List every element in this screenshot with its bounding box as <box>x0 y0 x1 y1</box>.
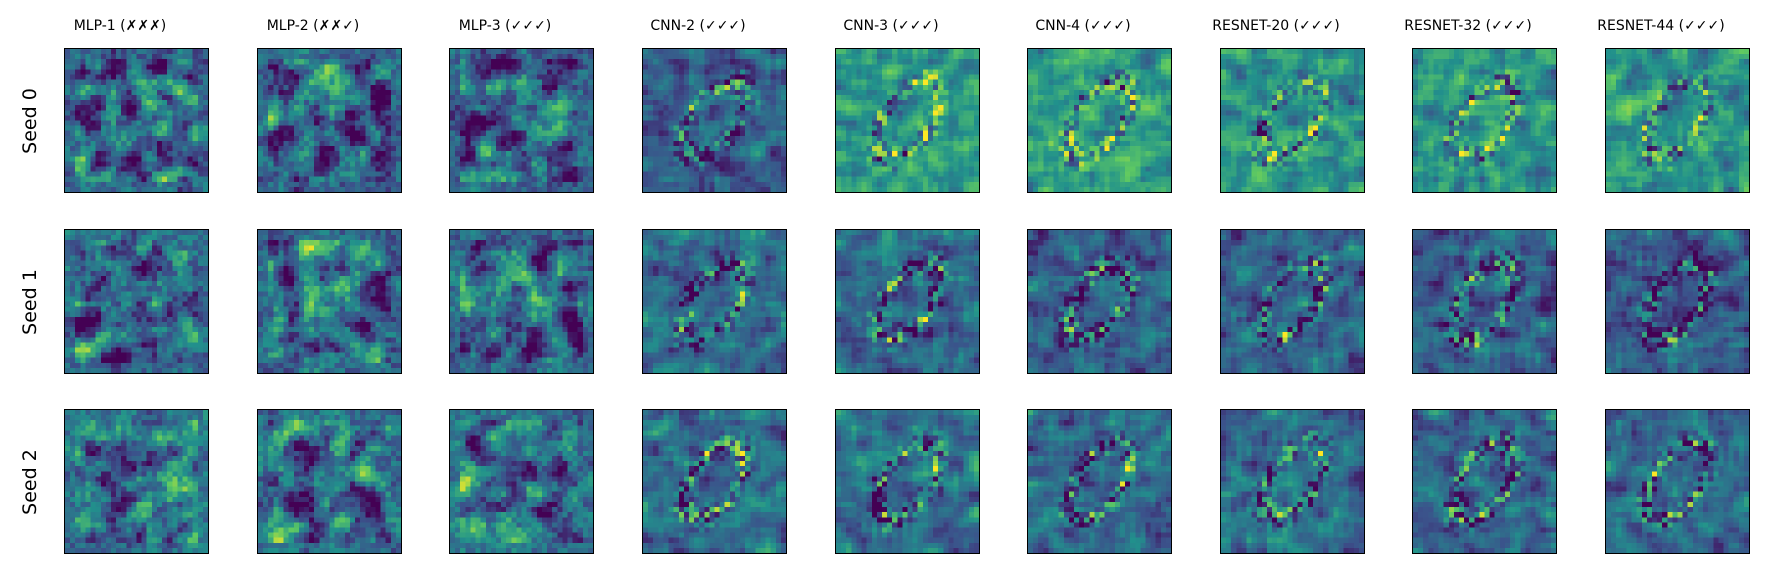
heatmap-cnn-4-seed-2 <box>1027 409 1172 554</box>
heatmap-mlp-1-seed-1 <box>64 229 209 374</box>
heatmap-mlp-2-seed-2 <box>257 409 402 554</box>
heatmap-cnn-2-seed-1 <box>642 229 787 374</box>
heatmap-cnn-4-seed-0 <box>1027 48 1172 193</box>
heatmap-cnn-2-seed-0 <box>642 48 787 193</box>
heatmap-resnet-32-seed-1 <box>1412 229 1557 374</box>
column-title-cnn-4: CNN-4 (✓✓✓) <box>988 18 1178 34</box>
row-label-seed-2: Seed 2 <box>18 392 42 572</box>
heatmap-resnet-44-seed-0 <box>1605 48 1750 193</box>
column-title-resnet-20: RESNET-20 (✓✓✓) <box>1181 18 1371 34</box>
heatmap-mlp-3-seed-1 <box>449 229 594 374</box>
heatmap-mlp-3-seed-0 <box>449 48 594 193</box>
heatmap-resnet-44-seed-1 <box>1605 229 1750 374</box>
row-label-seed-0: Seed 0 <box>18 31 42 211</box>
heatmap-resnet-32-seed-0 <box>1412 48 1557 193</box>
heatmap-mlp-1-seed-0 <box>64 48 209 193</box>
column-title-mlp-2: MLP-2 (✗✗✓) <box>218 18 408 34</box>
column-title-cnn-2: CNN-2 (✓✓✓) <box>603 18 793 34</box>
heatmap-mlp-3-seed-2 <box>449 409 594 554</box>
heatmap-cnn-2-seed-2 <box>642 409 787 554</box>
heatmap-resnet-20-seed-1 <box>1220 229 1365 374</box>
heatmap-resnet-20-seed-0 <box>1220 48 1365 193</box>
heatmap-cnn-3-seed-0 <box>835 48 980 193</box>
heatmap-cnn-3-seed-2 <box>835 409 980 554</box>
heatmap-cnn-4-seed-1 <box>1027 229 1172 374</box>
column-title-mlp-3: MLP-3 (✓✓✓) <box>410 18 600 34</box>
heatmap-mlp-2-seed-1 <box>257 229 402 374</box>
column-title-resnet-44: RESNET-44 (✓✓✓) <box>1566 18 1756 34</box>
row-label-seed-1: Seed 1 <box>18 212 42 392</box>
heatmap-mlp-1-seed-2 <box>64 409 209 554</box>
heatmap-resnet-32-seed-2 <box>1412 409 1557 554</box>
heatmap-resnet-44-seed-2 <box>1605 409 1750 554</box>
heatmap-resnet-20-seed-2 <box>1220 409 1365 554</box>
column-title-mlp-1: MLP-1 (✗✗✗) <box>25 18 215 34</box>
heatmap-cnn-3-seed-1 <box>835 229 980 374</box>
heatmap-mlp-2-seed-0 <box>257 48 402 193</box>
column-title-cnn-3: CNN-3 (✓✓✓) <box>796 18 986 34</box>
column-title-resnet-32: RESNET-32 (✓✓✓) <box>1373 18 1563 34</box>
